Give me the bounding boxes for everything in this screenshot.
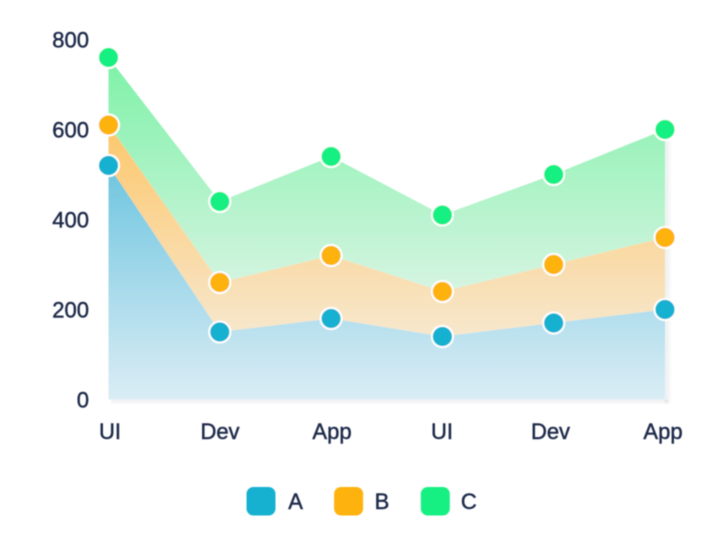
svg-text:B: B: [375, 489, 390, 514]
svg-text:UI: UI: [99, 419, 121, 444]
svg-text:App: App: [312, 419, 351, 444]
svg-text:C: C: [461, 489, 477, 514]
svg-text:Dev: Dev: [200, 419, 239, 444]
svg-text:400: 400: [52, 208, 89, 233]
svg-text:0: 0: [77, 388, 89, 413]
svg-text:A: A: [288, 489, 303, 514]
svg-text:600: 600: [52, 117, 89, 142]
svg-text:200: 200: [52, 298, 89, 323]
svg-text:App: App: [643, 419, 682, 444]
svg-text:800: 800: [52, 28, 89, 53]
svg-text:Dev: Dev: [531, 419, 570, 444]
svg-text:UI: UI: [431, 419, 453, 444]
